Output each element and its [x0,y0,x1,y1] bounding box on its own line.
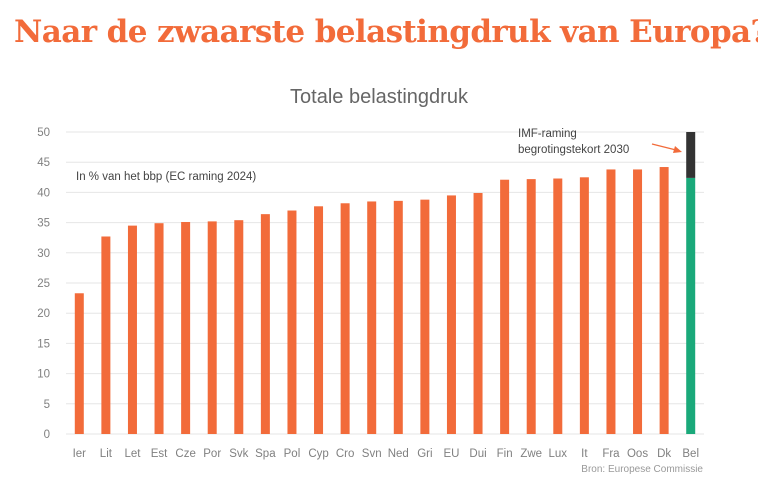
chart-subtitle: In % van het bbp (EC raming 2024) [76,171,256,183]
x-tick-label: Lux [549,448,568,460]
bar-svn [367,201,377,434]
bar-fra [606,169,616,434]
x-tick-label: Oos [627,448,648,460]
x-tick-label: Gri [417,448,432,460]
x-tick-label: Dui [469,448,486,460]
annotation-line-1: IMF-raming [518,128,577,140]
bar-est [154,223,164,434]
y-tick-label: 30 [37,248,50,260]
y-tick-label: 45 [37,157,50,169]
y-tick-label: 50 [37,127,50,139]
x-tick-label: Svn [362,448,382,460]
x-tick-label: EU [443,448,459,460]
bar-spa [260,214,270,434]
x-tick-label: Por [203,448,221,460]
y-tick-label: 35 [37,218,50,230]
bar-eu [446,195,456,434]
bar-let [127,225,137,434]
x-tick-label: Bel [682,448,699,460]
bar-oos [633,169,643,434]
y-tick-label: 15 [37,338,50,350]
bars [74,132,696,435]
x-tick-label: Pol [284,448,301,460]
bar-pol [287,210,297,434]
x-tick-label: Est [151,448,168,460]
bar-zwe [526,179,536,434]
bar-bel [686,177,696,435]
chart-title: Totale belastingdruk [290,86,468,108]
x-tick-label: It [581,448,588,460]
bar-fin [500,179,510,434]
y-tick-label: 25 [37,278,50,290]
bar-dk [659,167,669,435]
x-tick-label: Let [124,448,141,460]
bar-lit [101,236,111,434]
annotation-line-2: begrotingstekort 2030 [518,144,629,156]
bar-svk [234,220,244,434]
y-tick-label: 40 [37,187,50,199]
y-tick-label: 0 [44,429,50,441]
x-tick-label: Spa [255,448,276,460]
bar-lux [553,178,563,434]
y-tick-label: 10 [37,369,50,381]
bar-bel-imf-segment [686,132,696,178]
bar-gri [420,199,430,434]
x-tick-label: Dk [657,448,671,460]
bar-cze [181,221,191,434]
bar-ier [74,293,84,434]
y-axis-ticks: 0 5 10 15 20 25 30 35 40 45 50 [37,127,50,441]
bar-cyp [314,206,324,434]
source-note: Bron: Europese Commissie [581,464,703,475]
bar-it [579,177,589,435]
bar-ned [393,200,403,434]
x-tick-label: Cro [336,448,355,460]
gridlines [66,131,704,435]
y-tick-label: 5 [44,399,50,411]
x-tick-label: Fra [602,448,620,460]
bar-dui [473,193,483,434]
x-tick-label: Cze [175,448,195,460]
y-tick-label: 20 [37,308,50,320]
bar-cro [340,203,350,434]
x-axis-ticks: Ier Lit Let Est Cze Por Svk Spa Pol Cyp Cro Svn Ned G… [73,448,699,460]
x-tick-label: Ier [73,448,87,460]
bar-por [207,221,217,434]
x-tick-label: Ned [388,448,409,460]
x-tick-label: Fin [497,448,513,460]
x-tick-label: Svk [229,448,248,460]
annotation-arrow [651,143,682,153]
headline: Naar de zwaarste belastingdruk van Europ… [14,14,758,50]
x-tick-label: Lit [100,448,113,460]
x-tick-label: Zwe [520,448,542,460]
x-tick-label: Cyp [308,448,328,460]
